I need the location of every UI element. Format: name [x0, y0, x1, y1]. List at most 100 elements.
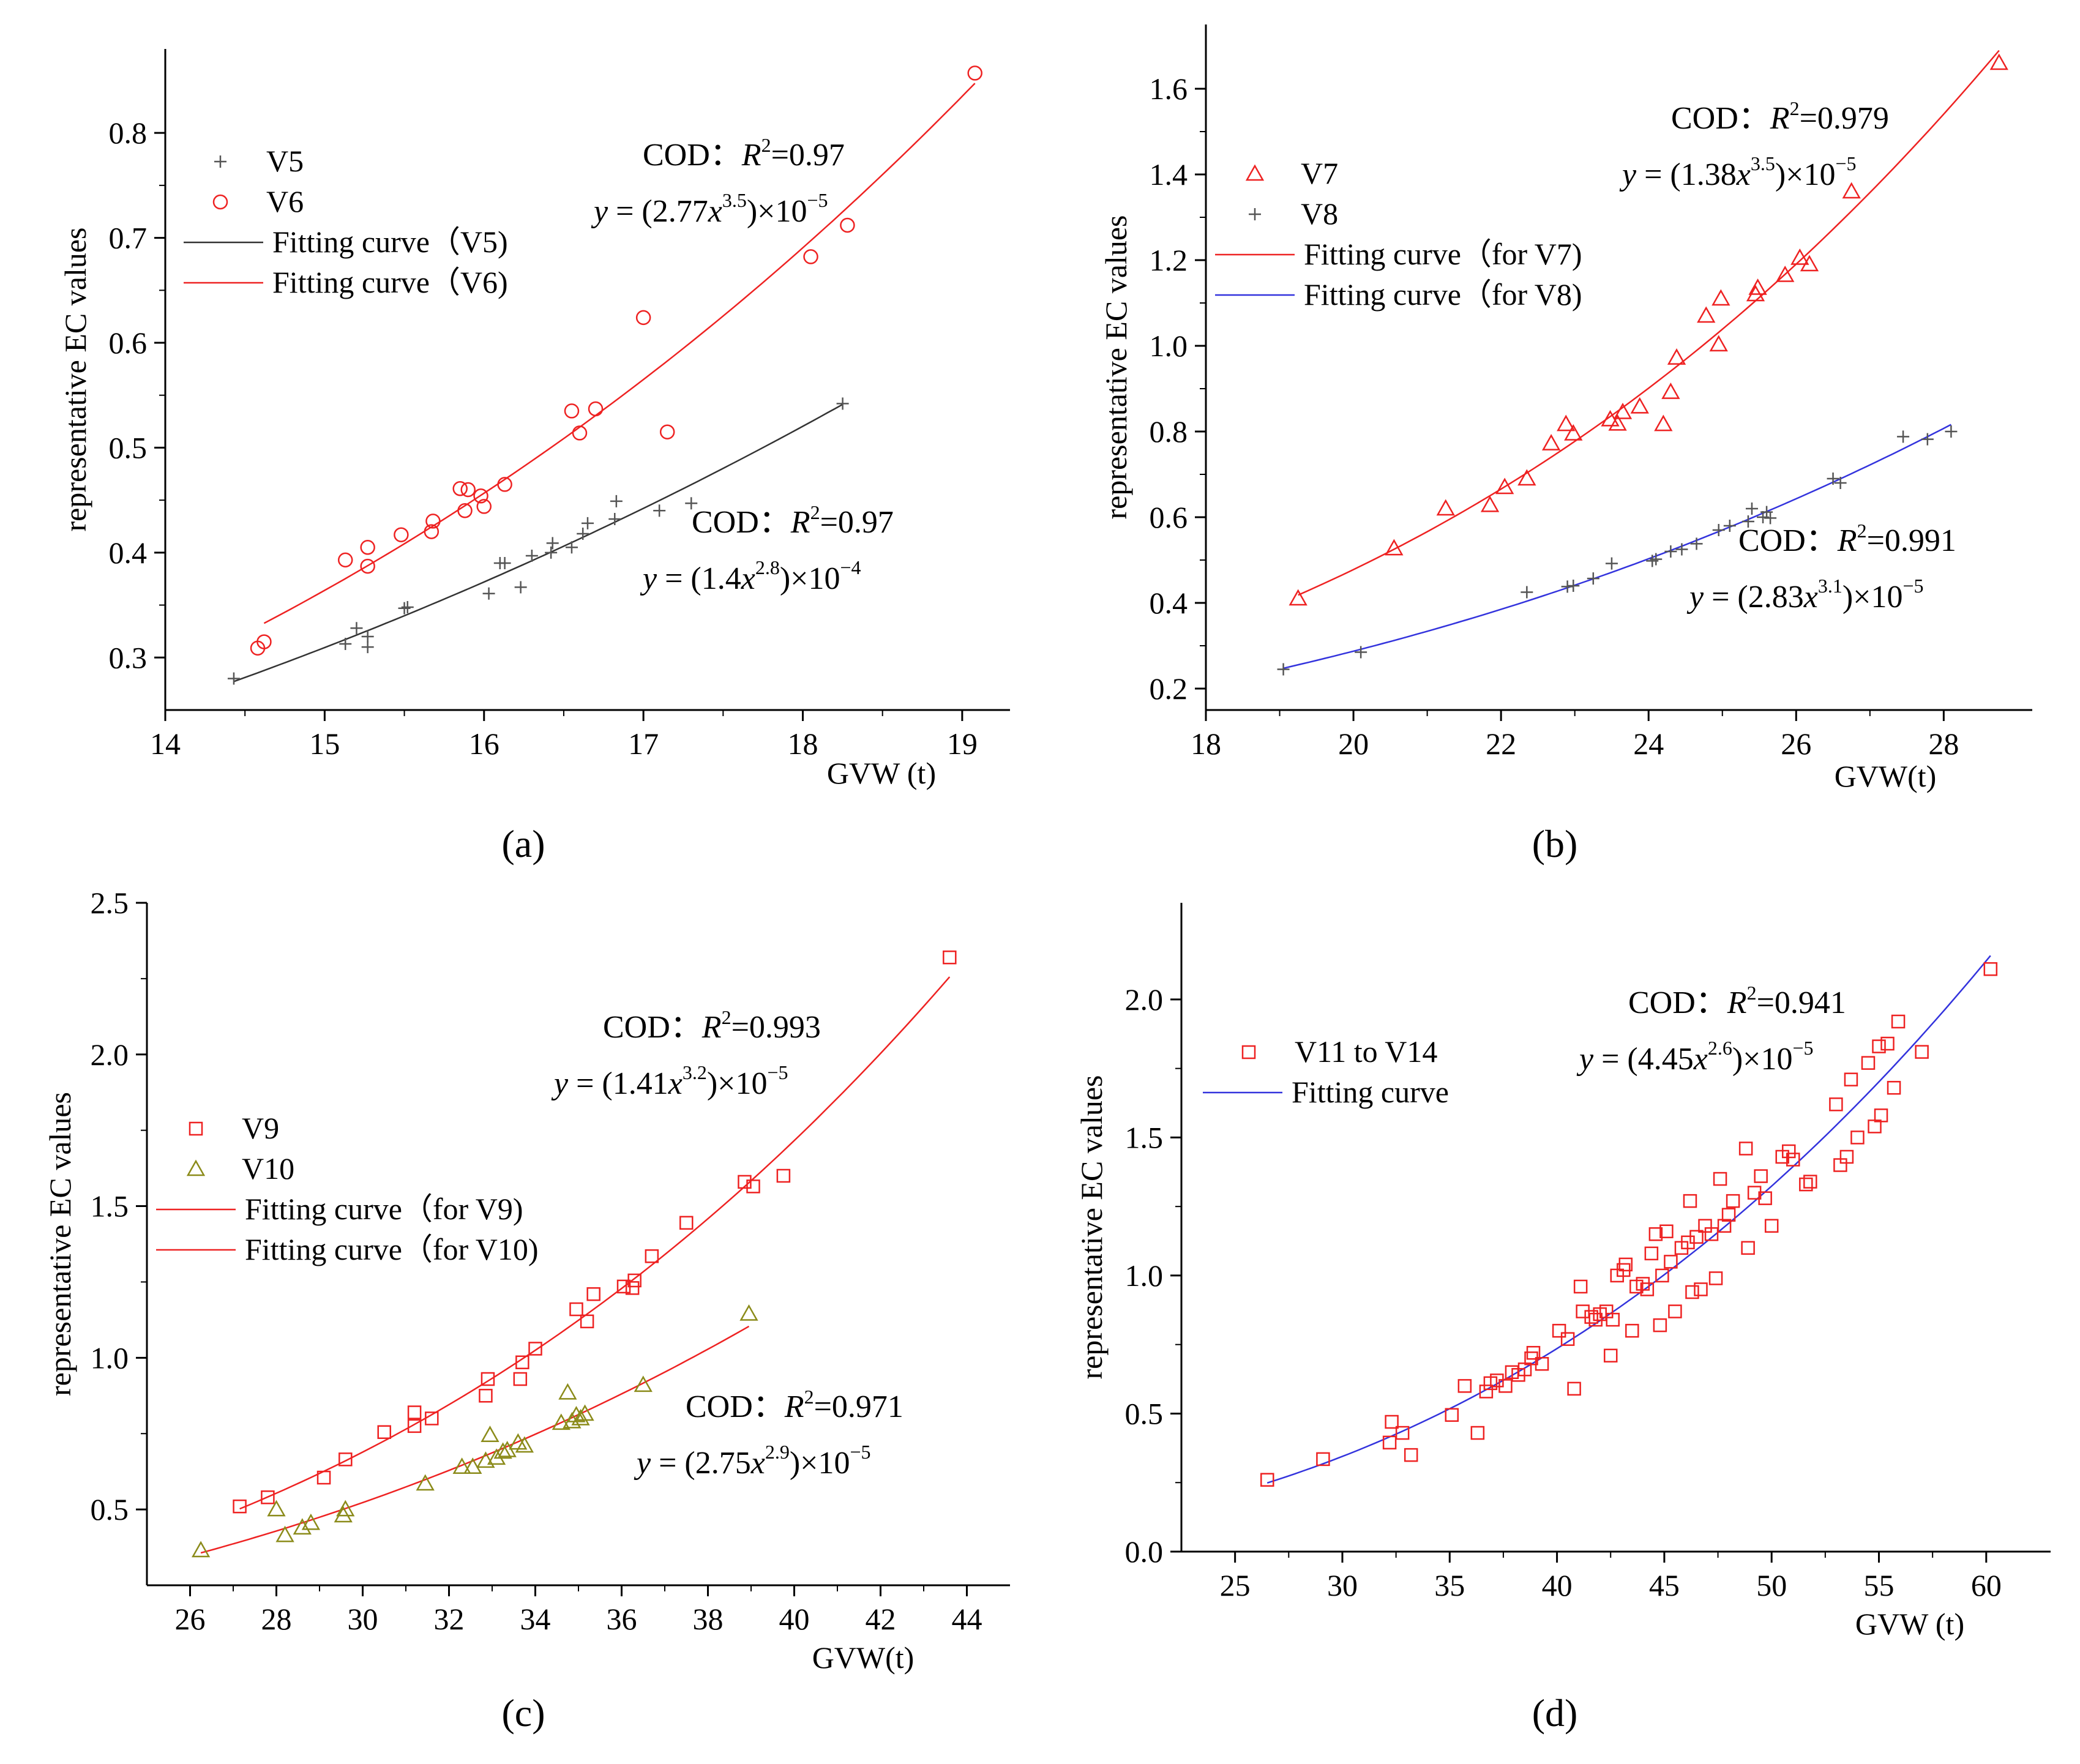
- cod-text: COD：: [643, 138, 742, 173]
- series-v8: [1277, 425, 1958, 676]
- legend: V9 V10 Fitting curve（for V9) Fitting curve（…: [156, 1111, 539, 1266]
- legend-marker: [1249, 208, 1261, 220]
- chart-panel-c: 26 28 30 32 34 36 38 40 42 44 0.5 1.0 1.5 2.0 2.5 GVW(t…: [43, 886, 1010, 1735]
- eq-power: 3.2: [683, 1061, 707, 1083]
- data-point: [425, 514, 441, 529]
- data-point: [1874, 1108, 1888, 1123]
- data-point: [1395, 1426, 1410, 1440]
- data-point: [424, 524, 440, 539]
- data-point: [1764, 1219, 1779, 1233]
- r-exponent: 2: [804, 1386, 814, 1408]
- data-point: [1834, 477, 1847, 489]
- data-point: [1717, 1219, 1732, 1233]
- x-tick-label: 20: [1338, 727, 1369, 761]
- data-point: [1659, 1224, 1674, 1239]
- y-tick-label: 1.0: [1150, 329, 1188, 363]
- data-point: [582, 517, 594, 529]
- legend-marker: [189, 1121, 203, 1136]
- eq-scale-exp: −5: [850, 1441, 871, 1463]
- eq-coef: = (2.83: [1704, 580, 1804, 615]
- data-point: [1712, 289, 1730, 306]
- x-axis-label: GVW(t): [812, 1640, 915, 1675]
- data-point: [1552, 1323, 1566, 1338]
- eq-y: y: [591, 194, 608, 229]
- data-point: [1436, 499, 1455, 516]
- data-point: [1689, 1230, 1704, 1244]
- data-point: [571, 1408, 590, 1426]
- cod-label: COD：R2=0.993: [603, 1006, 821, 1045]
- x-tick-label: 60: [1971, 1568, 2002, 1602]
- x-tick-label: 36: [607, 1602, 637, 1636]
- data-point: [1790, 248, 1809, 265]
- data-point: [1738, 1142, 1753, 1156]
- data-point: [514, 581, 527, 594]
- eq-x: x: [741, 561, 755, 596]
- data-point: [1799, 1177, 1813, 1192]
- y-tick-label: 1.4: [1150, 157, 1188, 192]
- fit-curve-2: [200, 1325, 750, 1554]
- chart-panel-a: 14 15 16 17 18 19 0.3 0.4 0.5 0.6 0.7 0.8 GVW (t) rep…: [58, 49, 1010, 865]
- data-point: [1470, 1426, 1485, 1440]
- legend-label: V8: [1301, 196, 1338, 231]
- legend-marker: [186, 1159, 206, 1176]
- eq-scale: )×10: [780, 561, 840, 596]
- data-point: [1667, 348, 1686, 365]
- r-exponent: 2: [761, 134, 771, 156]
- annotation-2: COD：R2=0.97 y = (1.4x2.8)×10−4: [640, 501, 894, 596]
- eq-scale-exp: −4: [840, 556, 861, 578]
- data-point: [776, 1168, 791, 1183]
- eq-y: y: [1619, 157, 1637, 192]
- r-symbol: R: [1837, 523, 1857, 558]
- data-point: [457, 503, 473, 518]
- data-point: [452, 1457, 471, 1474]
- data-point: [572, 425, 588, 441]
- data-point: [1726, 1194, 1740, 1208]
- series-v6: [250, 65, 982, 656]
- data-point: [1316, 1452, 1330, 1467]
- y-tick-label: 0.4: [109, 536, 148, 570]
- data-point: [1704, 1227, 1719, 1241]
- data-point: [1712, 524, 1725, 536]
- data-point: [1829, 1097, 1843, 1112]
- data-point: [635, 310, 651, 326]
- data-point: [275, 1525, 294, 1542]
- data-point: [1603, 1348, 1618, 1362]
- data-point: [339, 1452, 353, 1467]
- data-point: [1675, 543, 1688, 556]
- data-point: [191, 1541, 211, 1558]
- data-point: [1404, 1448, 1418, 1462]
- data-point: [552, 1413, 571, 1430]
- eq-coef: = (1.38: [1636, 157, 1737, 192]
- eq-y: y: [1686, 580, 1704, 615]
- data-point: [1741, 515, 1754, 528]
- data-point: [1709, 335, 1728, 352]
- data-point: [803, 249, 818, 264]
- data-point: [625, 1281, 640, 1295]
- x-tick-label: 14: [150, 727, 181, 761]
- legend-label: V5: [266, 144, 304, 178]
- data-point: [1479, 1385, 1494, 1399]
- data-point: [1842, 182, 1861, 199]
- eq-power: 2.6: [1708, 1037, 1732, 1059]
- cod-label: COD：R2=0.991: [1738, 520, 1956, 558]
- x-tick-label: 44: [952, 1602, 982, 1636]
- data-point: [481, 1372, 495, 1386]
- data-point: [1721, 1208, 1736, 1222]
- eq-scale: )×10: [790, 1446, 850, 1481]
- eq-scale: )×10: [1842, 580, 1903, 615]
- data-point: [1517, 469, 1536, 486]
- r-exponent: 2: [722, 1006, 731, 1028]
- data-point: [545, 546, 558, 559]
- cod-label: COD：R2=0.941: [1628, 982, 1846, 1020]
- r-symbol: R: [701, 1010, 722, 1045]
- fit-curve-2: [263, 83, 976, 624]
- data-point: [1694, 1282, 1708, 1296]
- data-point: [738, 1175, 752, 1189]
- r-exponent: 2: [810, 501, 820, 523]
- legend-marker: [212, 194, 228, 210]
- data-point: [1723, 520, 1736, 532]
- eq-power: 3.5: [722, 189, 747, 211]
- data-point: [339, 638, 352, 650]
- legend-label: Fitting curve（for V10): [245, 1232, 539, 1266]
- x-tick-label: 18: [788, 727, 818, 761]
